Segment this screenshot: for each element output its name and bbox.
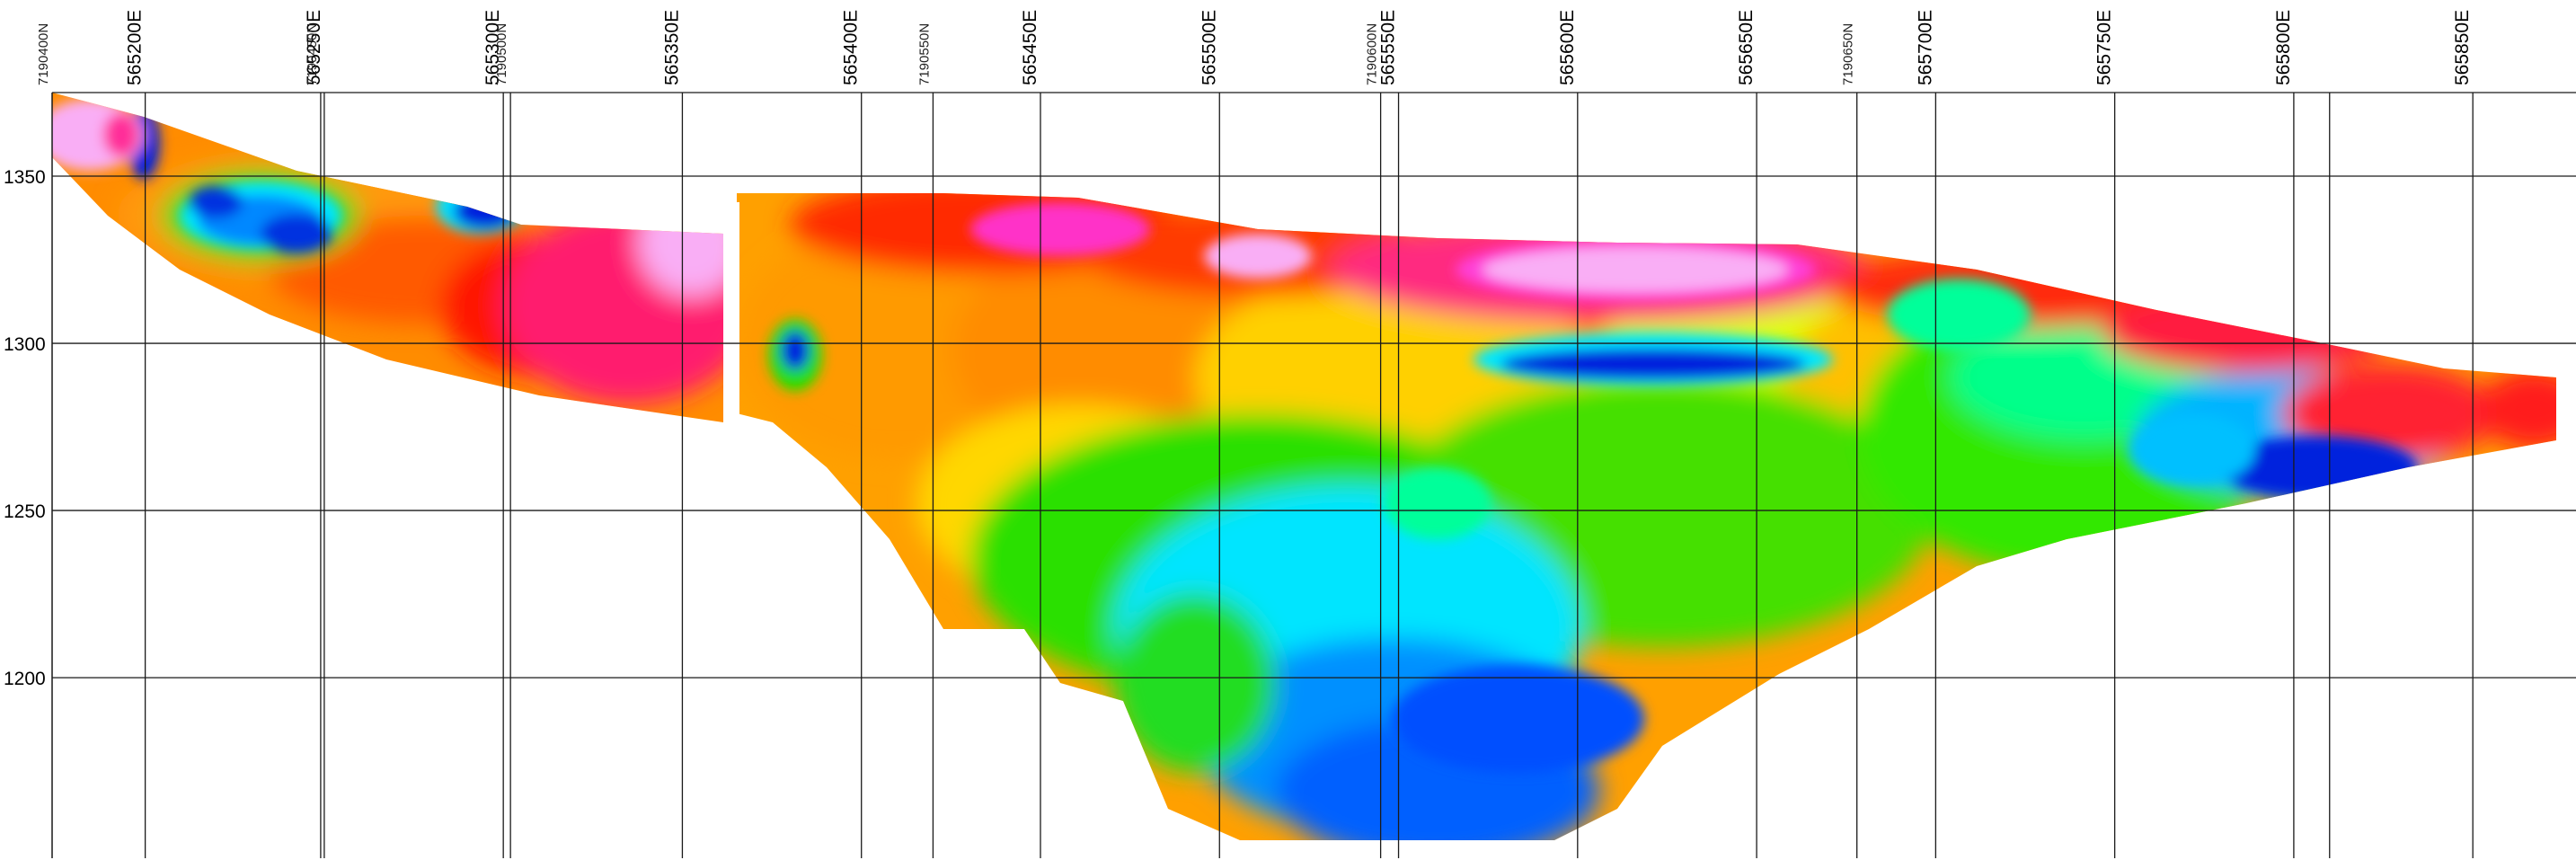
easting-tick-label: 565250E — [304, 10, 324, 85]
section-gap — [723, 202, 739, 436]
northing-tick-label: 7190650N — [1841, 23, 1856, 85]
northing-axis-labels: 7190400N 7190450N 7190500N 7190550N 7190600N… — [36, 23, 1856, 85]
elevation-tick-label: 1200 — [4, 669, 46, 689]
easting-tick-label: 565300E — [482, 10, 503, 85]
easting-axis-labels: 565200E 565250E 565300E 565350E 565400E 56545… — [125, 10, 2474, 85]
easting-tick-label: 565500E — [1199, 10, 1219, 85]
elevation-axis-labels: 1350 1300 1250 1200 — [4, 167, 46, 689]
easting-tick-label: 565750E — [2094, 10, 2115, 85]
easting-tick-label: 565450E — [1020, 10, 1040, 85]
easting-tick-label: 565700E — [1915, 10, 1935, 85]
easting-tick-label: 565550E — [1378, 10, 1399, 85]
elevation-tick-label: 1300 — [4, 334, 46, 355]
northing-tick-label: 7190600N — [1365, 23, 1380, 85]
easting-tick-label: 565850E — [2452, 10, 2473, 85]
elevation-tick-label: 1350 — [4, 167, 46, 188]
easting-tick-label: 565800E — [2273, 10, 2294, 85]
easting-tick-label: 565600E — [1557, 10, 1578, 85]
northing-tick-label: 7190550N — [916, 23, 932, 85]
northing-tick-label: 7190450N — [305, 23, 320, 85]
easting-tick-label: 565200E — [125, 10, 146, 85]
elevation-tick-label: 1250 — [4, 501, 46, 522]
section-grid — [51, 92, 2576, 858]
easting-tick-label: 565400E — [841, 10, 862, 85]
easting-tick-label: 565650E — [1736, 10, 1757, 85]
northing-tick-label: 7190500N — [494, 23, 509, 85]
resistivity-body-left — [52, 93, 723, 422]
northing-tick-label: 7190400N — [36, 23, 51, 85]
easting-tick-label: 565350E — [661, 10, 682, 85]
resistivity-body-main — [737, 193, 2556, 840]
